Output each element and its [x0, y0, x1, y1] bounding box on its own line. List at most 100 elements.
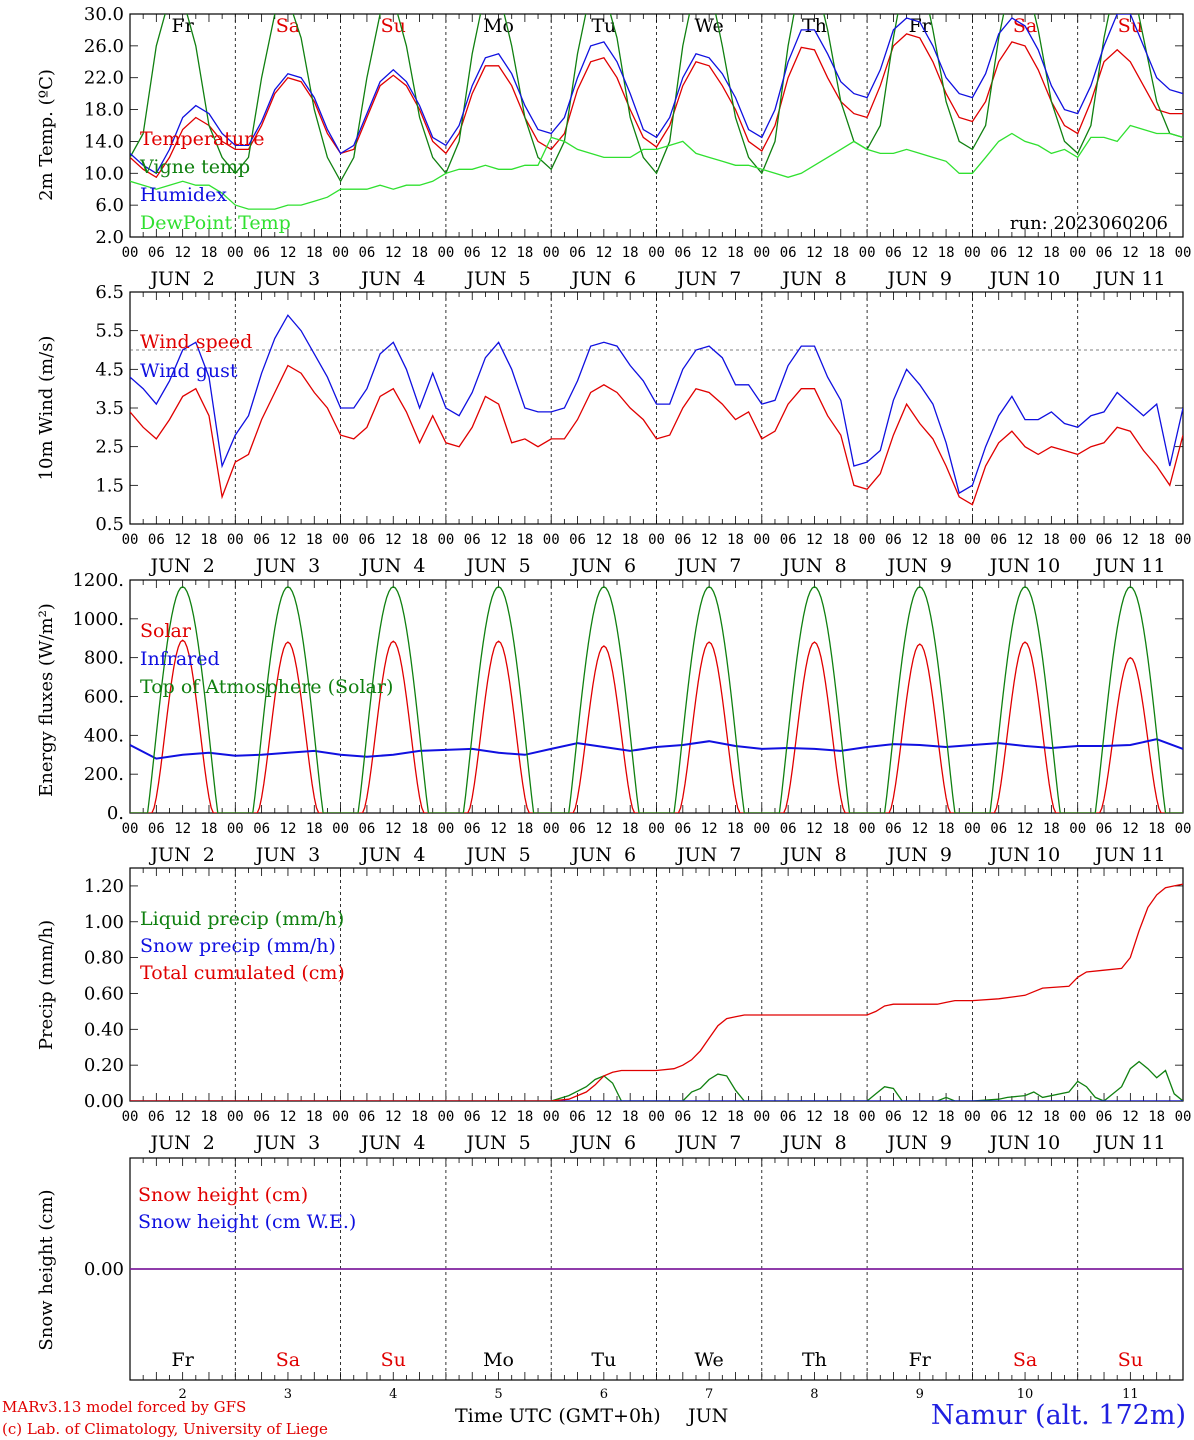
weekday-label: Sa: [1013, 1349, 1037, 1371]
wind-date-label: JUN 11: [1093, 555, 1165, 577]
precip-hour-label: 12: [385, 1109, 402, 1125]
precip-hour-label: 18: [938, 1109, 955, 1125]
wind-hour-label: 06: [780, 532, 797, 548]
wind-hour-label: 18: [727, 532, 744, 548]
weekday-label: Fr: [909, 1349, 932, 1371]
wind-hour-label: 06: [464, 532, 481, 548]
temperature-hour-label: 00: [859, 245, 876, 261]
energy-series-solar: [130, 639, 1183, 813]
energy-hour-label: 18: [622, 821, 639, 837]
precip-hour-label: 12: [280, 1109, 297, 1125]
wind-hour-label: 12: [1122, 532, 1139, 548]
wind-hour-label: 06: [358, 532, 375, 548]
precip-hour-label: 06: [885, 1109, 902, 1125]
energy-date-label: JUN 10: [988, 844, 1060, 866]
wind-date-label: JUN 8: [780, 555, 846, 577]
wind-hour-label: 12: [1017, 532, 1034, 548]
energy-y-tick-label: 0.: [107, 803, 124, 824]
temperature-date-label: JUN 5: [464, 268, 530, 290]
wind-hour-label: 18: [832, 532, 849, 548]
temperature-date-label: JUN 9: [886, 268, 952, 290]
energy-legend-solar: Solar: [140, 620, 192, 642]
precip-hour-label: 06: [1096, 1109, 1113, 1125]
energy-date-label: JUN 6: [570, 844, 636, 866]
energy-y-tick-label: 1000.: [72, 609, 124, 630]
temperature-hour-label: 06: [674, 245, 691, 261]
temperature-date-label: JUN 8: [780, 268, 846, 290]
precip-series-group: [130, 883, 1183, 1101]
day-number-label: 10: [1017, 1387, 1034, 1402]
energy-hour-label: 18: [1043, 821, 1060, 837]
energy-series-infrared: [130, 738, 1183, 760]
temperature-hour-label: 00: [122, 245, 139, 261]
precip-y-tick-label: 0.80: [84, 948, 124, 969]
lab-credit: (c) Lab. of Climatology, University of L…: [2, 1420, 328, 1438]
weekday-label: We: [695, 1349, 724, 1371]
energy-hour-label: 00: [648, 821, 665, 837]
temperature-hour-label: 18: [411, 245, 428, 261]
energy-hour-label: 12: [385, 821, 402, 837]
wind-hour-label: 12: [595, 532, 612, 548]
precip-hour-label: 06: [780, 1109, 797, 1125]
temperature-date-label: JUN 4: [359, 268, 425, 290]
wind-legend-wind-speed: Wind speed: [140, 331, 252, 353]
wind-series-group: [130, 314, 1183, 506]
precip-legend-total-cumulated-cm: Total cumulated (cm): [140, 962, 345, 984]
wind-series-wind-gust: [130, 314, 1183, 495]
temperature-hour-label: 06: [990, 245, 1007, 261]
wind-hour-label: 18: [411, 532, 428, 548]
wind-y-tick-label: 4.5: [95, 359, 124, 380]
energy-date-label: JUN 3: [254, 844, 320, 866]
precip-date-label: JUN 11: [1093, 1132, 1165, 1154]
precip-panel: 1.20 1.00 0.80 0.60 0.40 0.20 0.00 Precip (mm/h…: [36, 867, 1191, 1154]
energy-hour-label: 00: [964, 821, 981, 837]
precip-series-total-cumulated-cm: [130, 883, 1183, 1101]
weekday-label: Fr: [909, 15, 932, 37]
temperature-hour-label: 06: [464, 245, 481, 261]
temperature-y-tick-label: 6.0: [95, 195, 124, 216]
temperature-hour-label: 12: [490, 245, 507, 261]
energy-hour-label: 18: [306, 821, 323, 837]
wind-hour-label: 12: [174, 532, 191, 548]
precip-hour-label: 06: [674, 1109, 691, 1125]
energy-hour-label: 00: [332, 821, 349, 837]
precip-hour-label: 18: [832, 1109, 849, 1125]
precip-hour-label: 06: [569, 1109, 586, 1125]
temperature-hour-label: 18: [1148, 245, 1165, 261]
weekday-label: Sa: [276, 15, 300, 37]
snow-y-tick-label: 0.00: [84, 1259, 124, 1280]
precip-legend-liquid-precip-mm-h: Liquid precip (mm/h): [140, 908, 344, 930]
precip-hour-label: 18: [727, 1109, 744, 1125]
energy-series-top-of-atmosphere-solar: [130, 586, 1183, 813]
wind-y-tick-label: 3.5: [95, 398, 124, 419]
energy-date-label: JUN 8: [780, 844, 846, 866]
energy-series-group: [130, 586, 1183, 813]
weekday-label: Su: [1118, 1349, 1143, 1371]
wind-hour-label: 06: [1096, 532, 1113, 548]
energy-hour-label: 06: [148, 821, 165, 837]
precip-hour-label: 06: [464, 1109, 481, 1125]
temperature-legend-humidex: Humidex: [140, 184, 227, 206]
temperature-legend-temperature: Temperature: [140, 128, 264, 150]
precip-y-tick-label: 1.00: [84, 912, 124, 933]
weekday-label: Mo: [483, 1349, 514, 1371]
precip-hour-label: 18: [201, 1109, 218, 1125]
energy-hour-label: 12: [595, 821, 612, 837]
temperature-y-axis-label: 2m Temp. (ºC): [36, 69, 57, 201]
energy-hour-label: 18: [938, 821, 955, 837]
wind-hour-label: 00: [122, 532, 139, 548]
energy-hour-label: 06: [1096, 821, 1113, 837]
day-number-label: 5: [494, 1387, 502, 1402]
wind-date-label: JUN 9: [886, 555, 952, 577]
weekday-label: Th: [802, 1349, 827, 1371]
temperature-y-tick-label: 10.0: [84, 163, 124, 184]
wind-date-label: JUN 6: [570, 555, 636, 577]
temperature-hour-label: 06: [358, 245, 375, 261]
temperature-hour-label: 12: [385, 245, 402, 261]
wind-date-label: JUN 2: [148, 555, 214, 577]
temperature-hour-label: 00: [437, 245, 454, 261]
energy-date-label: JUN 9: [886, 844, 952, 866]
precip-hour-label: 12: [1017, 1109, 1034, 1125]
energy-date-label: JUN 4: [359, 844, 425, 866]
